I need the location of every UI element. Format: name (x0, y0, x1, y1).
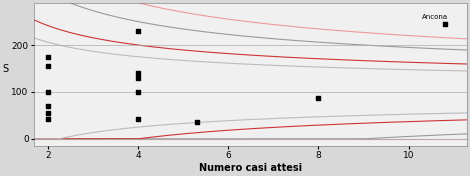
Y-axis label: S: S (3, 64, 9, 74)
Point (134, 72, 142, 75)
Point (134, 76, 142, 79)
Point (134, 117, 142, 120)
Point (44, 118, 52, 121)
X-axis label: Numero casi attesi: Numero casi attesi (199, 163, 302, 173)
Point (44, 90, 52, 93)
Text: Ancona: Ancona (422, 14, 448, 20)
Point (441, 23, 448, 25)
Point (134, 30, 142, 32)
Point (44, 55, 52, 58)
Point (193, 121, 200, 124)
Point (44, 112, 52, 114)
Point (44, 65, 52, 68)
Point (134, 90, 142, 93)
Point (314, 96, 322, 99)
Point (44, 105, 52, 107)
